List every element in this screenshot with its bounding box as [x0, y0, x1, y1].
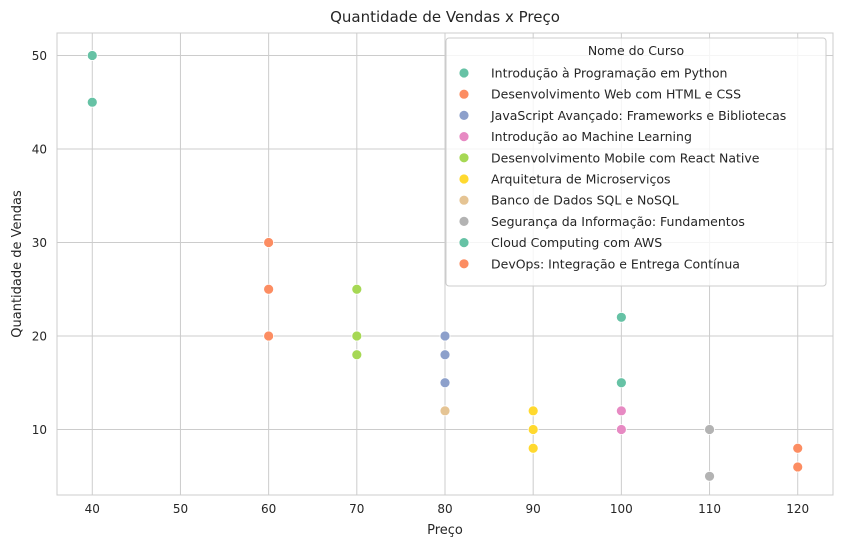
y-tick-label: 50: [32, 49, 47, 63]
data-point-series-4: [615, 405, 627, 417]
legend-marker: [458, 194, 470, 206]
x-tick-label: 80: [437, 502, 452, 516]
data-point-series-2: [263, 330, 275, 342]
data-point-series-6: [527, 442, 539, 454]
tick-labels: 40 50 60 70 80 90 100 110 120 10 20 30 40 50: [32, 49, 809, 516]
legend-title: Nome do Curso: [588, 43, 684, 58]
legend-label: Introdução à Programação em Python: [491, 66, 727, 81]
x-tick-label: 90: [526, 502, 541, 516]
legend-label: Desenvolvimento Web com HTML e CSS: [491, 87, 741, 102]
x-tick-label: 60: [261, 502, 276, 516]
x-tick-label: 70: [349, 502, 364, 516]
data-point-series-8: [704, 470, 715, 482]
legend-label: Cloud Computing com AWS: [491, 235, 662, 250]
x-tick-label: 50: [173, 502, 188, 516]
y-tick-label: 30: [32, 236, 47, 250]
legend-marker: [458, 88, 470, 100]
legend: Nome do Curso Introdução à Programação e…: [445, 37, 827, 287]
x-axis-label: Preço: [427, 523, 463, 538]
x-tick-label: 40: [85, 502, 100, 516]
data-point-series-5: [351, 283, 363, 295]
data-point-series-2: [263, 237, 275, 248]
y-tick-label: 40: [32, 142, 47, 156]
legend-label: DevOps: Integração e Entrega Contínua: [491, 256, 740, 271]
x-tick-label: 110: [698, 502, 721, 516]
legend-marker: [458, 173, 470, 185]
data-point-series-9: [615, 377, 627, 389]
data-point-series-10: [792, 461, 804, 473]
legend-label: JavaScript Avançado: Frameworks e Biblio…: [490, 108, 786, 123]
data-point-series-3: [439, 377, 451, 389]
data-point-series-2: [263, 283, 275, 295]
x-tick-label: 100: [610, 502, 633, 516]
data-point-series-6: [527, 424, 539, 435]
legend-marker: [458, 237, 470, 249]
data-point-series-4: [615, 424, 627, 435]
data-point-series-9: [615, 311, 627, 323]
legend-marker: [458, 67, 470, 79]
data-points: [86, 50, 804, 482]
data-point-series-5: [351, 349, 363, 361]
legend-label: Arquitetura de Microserviços: [491, 172, 670, 187]
legend-marker: [458, 152, 470, 164]
data-point-series-7: [439, 405, 451, 417]
data-point-series-1: [86, 50, 98, 61]
data-point-series-8: [704, 424, 715, 435]
legend-marker: [458, 110, 470, 121]
chart-title: Quantidade de Vendas x Preço: [330, 8, 560, 26]
legend-label: Introdução ao Machine Learning: [491, 129, 692, 144]
legend-label: Banco de Dados SQL e NoSQL: [491, 193, 679, 208]
plot-frame: [56, 32, 834, 496]
legend-label: Desenvolvimento Mobile com React Native: [491, 150, 760, 165]
legend-marker: [458, 258, 470, 270]
data-point-series-1: [86, 96, 98, 108]
data-point-series-6: [527, 405, 539, 417]
data-point-series-3: [439, 330, 451, 342]
y-axis-label: Quantidade de Vendas: [10, 190, 25, 338]
x-tick-label: 120: [786, 502, 809, 516]
data-point-series-3: [439, 349, 451, 361]
legend-box: [445, 37, 827, 287]
legend-label: Segurança da Informação: Fundamentos: [491, 214, 745, 229]
data-point-series-10: [792, 442, 804, 454]
y-tick-label: 10: [32, 423, 47, 437]
y-tick-label: 20: [32, 330, 47, 344]
legend-marker: [458, 131, 470, 143]
data-point-series-5: [351, 330, 363, 342]
legend-marker: [458, 215, 470, 227]
